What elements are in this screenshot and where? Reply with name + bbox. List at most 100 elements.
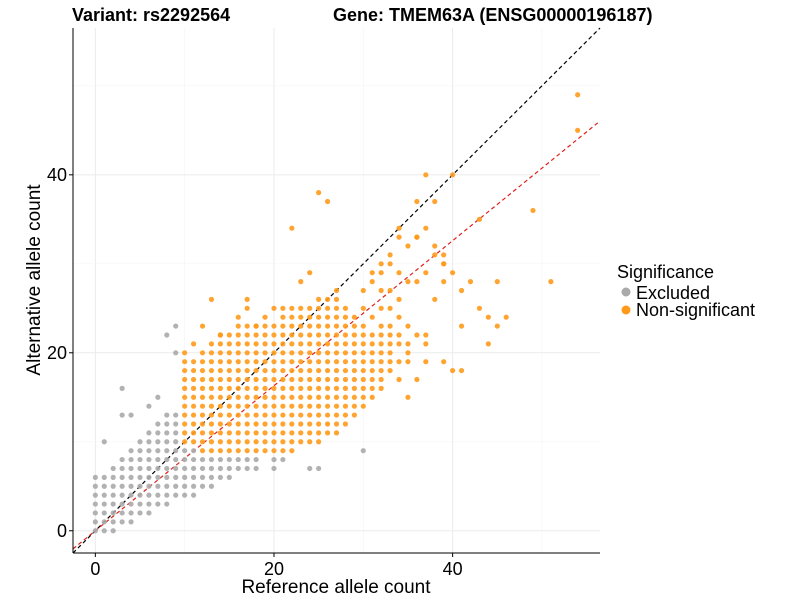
point-excluded bbox=[146, 483, 152, 489]
point-excluded bbox=[173, 492, 179, 498]
point-excluded bbox=[146, 448, 152, 454]
point-non-significant bbox=[387, 367, 393, 374]
point-non-significant bbox=[217, 350, 223, 356]
point-excluded bbox=[92, 519, 98, 525]
point-non-significant bbox=[280, 341, 286, 347]
point-non-significant bbox=[423, 172, 429, 178]
point-non-significant bbox=[530, 207, 536, 214]
point-non-significant bbox=[360, 332, 366, 338]
point-non-significant bbox=[208, 367, 215, 374]
point-non-significant bbox=[217, 332, 223, 338]
point-non-significant bbox=[316, 323, 322, 329]
point-non-significant bbox=[458, 287, 465, 294]
point-non-significant bbox=[396, 296, 402, 302]
point-excluded bbox=[92, 483, 98, 489]
point-excluded bbox=[155, 483, 161, 489]
point-non-significant bbox=[342, 394, 349, 400]
point-non-significant bbox=[324, 430, 331, 436]
point-non-significant bbox=[182, 376, 188, 383]
point-excluded bbox=[217, 465, 223, 472]
point-excluded bbox=[101, 492, 107, 498]
point-non-significant bbox=[476, 305, 483, 311]
point-non-significant bbox=[369, 314, 375, 320]
point-excluded bbox=[119, 501, 125, 507]
point-non-significant bbox=[307, 341, 313, 347]
point-non-significant bbox=[262, 403, 268, 409]
point-excluded bbox=[146, 403, 152, 409]
point-excluded bbox=[110, 501, 116, 507]
point-non-significant bbox=[351, 394, 357, 400]
y-tick-label: 40 bbox=[47, 165, 67, 185]
point-non-significant bbox=[235, 394, 241, 400]
point-non-significant bbox=[387, 350, 393, 356]
point-non-significant bbox=[369, 341, 375, 347]
point-non-significant bbox=[271, 385, 277, 391]
point-non-significant bbox=[226, 332, 232, 338]
point-non-significant bbox=[271, 412, 277, 418]
point-non-significant bbox=[342, 359, 349, 365]
point-non-significant bbox=[405, 341, 411, 347]
point-non-significant bbox=[244, 296, 250, 302]
point-non-significant bbox=[271, 376, 277, 383]
point-excluded bbox=[137, 456, 143, 463]
point-non-significant bbox=[298, 279, 304, 285]
point-non-significant bbox=[217, 403, 223, 409]
point-non-significant bbox=[262, 430, 268, 436]
point-non-significant bbox=[217, 439, 223, 445]
point-non-significant bbox=[235, 359, 241, 365]
point-non-significant bbox=[199, 376, 206, 383]
point-excluded bbox=[253, 465, 259, 472]
data-points bbox=[92, 92, 581, 534]
point-non-significant bbox=[324, 296, 331, 302]
point-non-significant bbox=[316, 412, 322, 418]
point-excluded bbox=[190, 492, 197, 498]
point-excluded bbox=[128, 483, 134, 489]
point-excluded bbox=[92, 474, 98, 480]
point-non-significant bbox=[316, 394, 322, 400]
point-non-significant bbox=[333, 305, 340, 311]
point-excluded bbox=[226, 474, 232, 480]
point-non-significant bbox=[307, 332, 313, 338]
point-excluded bbox=[271, 465, 277, 472]
point-non-significant bbox=[333, 403, 340, 409]
point-non-significant bbox=[307, 305, 313, 311]
point-non-significant bbox=[360, 350, 366, 356]
point-non-significant bbox=[432, 198, 438, 205]
point-non-significant bbox=[271, 323, 277, 329]
point-non-significant bbox=[324, 314, 331, 320]
point-excluded bbox=[173, 430, 179, 436]
point-non-significant bbox=[307, 394, 313, 400]
point-excluded bbox=[119, 492, 125, 498]
y-tick-label: 0 bbox=[57, 521, 67, 541]
point-excluded bbox=[164, 465, 170, 472]
point-non-significant bbox=[289, 448, 295, 454]
point-non-significant bbox=[485, 341, 491, 347]
point-non-significant bbox=[244, 350, 250, 356]
point-non-significant bbox=[271, 448, 277, 454]
point-non-significant bbox=[244, 332, 250, 338]
point-non-significant bbox=[226, 421, 232, 427]
point-non-significant bbox=[190, 359, 197, 365]
point-excluded bbox=[190, 483, 197, 489]
point-non-significant bbox=[199, 421, 206, 427]
point-non-significant bbox=[289, 323, 295, 329]
point-non-significant bbox=[405, 394, 411, 400]
point-non-significant bbox=[199, 323, 206, 329]
point-non-significant bbox=[369, 270, 375, 276]
point-non-significant bbox=[289, 412, 295, 418]
point-non-significant bbox=[280, 367, 286, 374]
point-non-significant bbox=[190, 385, 197, 391]
point-non-significant bbox=[262, 350, 268, 356]
point-excluded bbox=[190, 456, 197, 463]
point-excluded bbox=[146, 492, 152, 498]
point-excluded bbox=[119, 456, 125, 463]
point-excluded bbox=[128, 465, 134, 472]
point-excluded bbox=[244, 465, 250, 472]
point-non-significant bbox=[342, 305, 349, 311]
point-non-significant bbox=[396, 225, 402, 231]
point-excluded bbox=[173, 474, 179, 480]
point-excluded bbox=[164, 474, 170, 480]
point-excluded bbox=[92, 501, 98, 507]
point-non-significant bbox=[253, 341, 259, 347]
point-excluded bbox=[199, 483, 206, 489]
